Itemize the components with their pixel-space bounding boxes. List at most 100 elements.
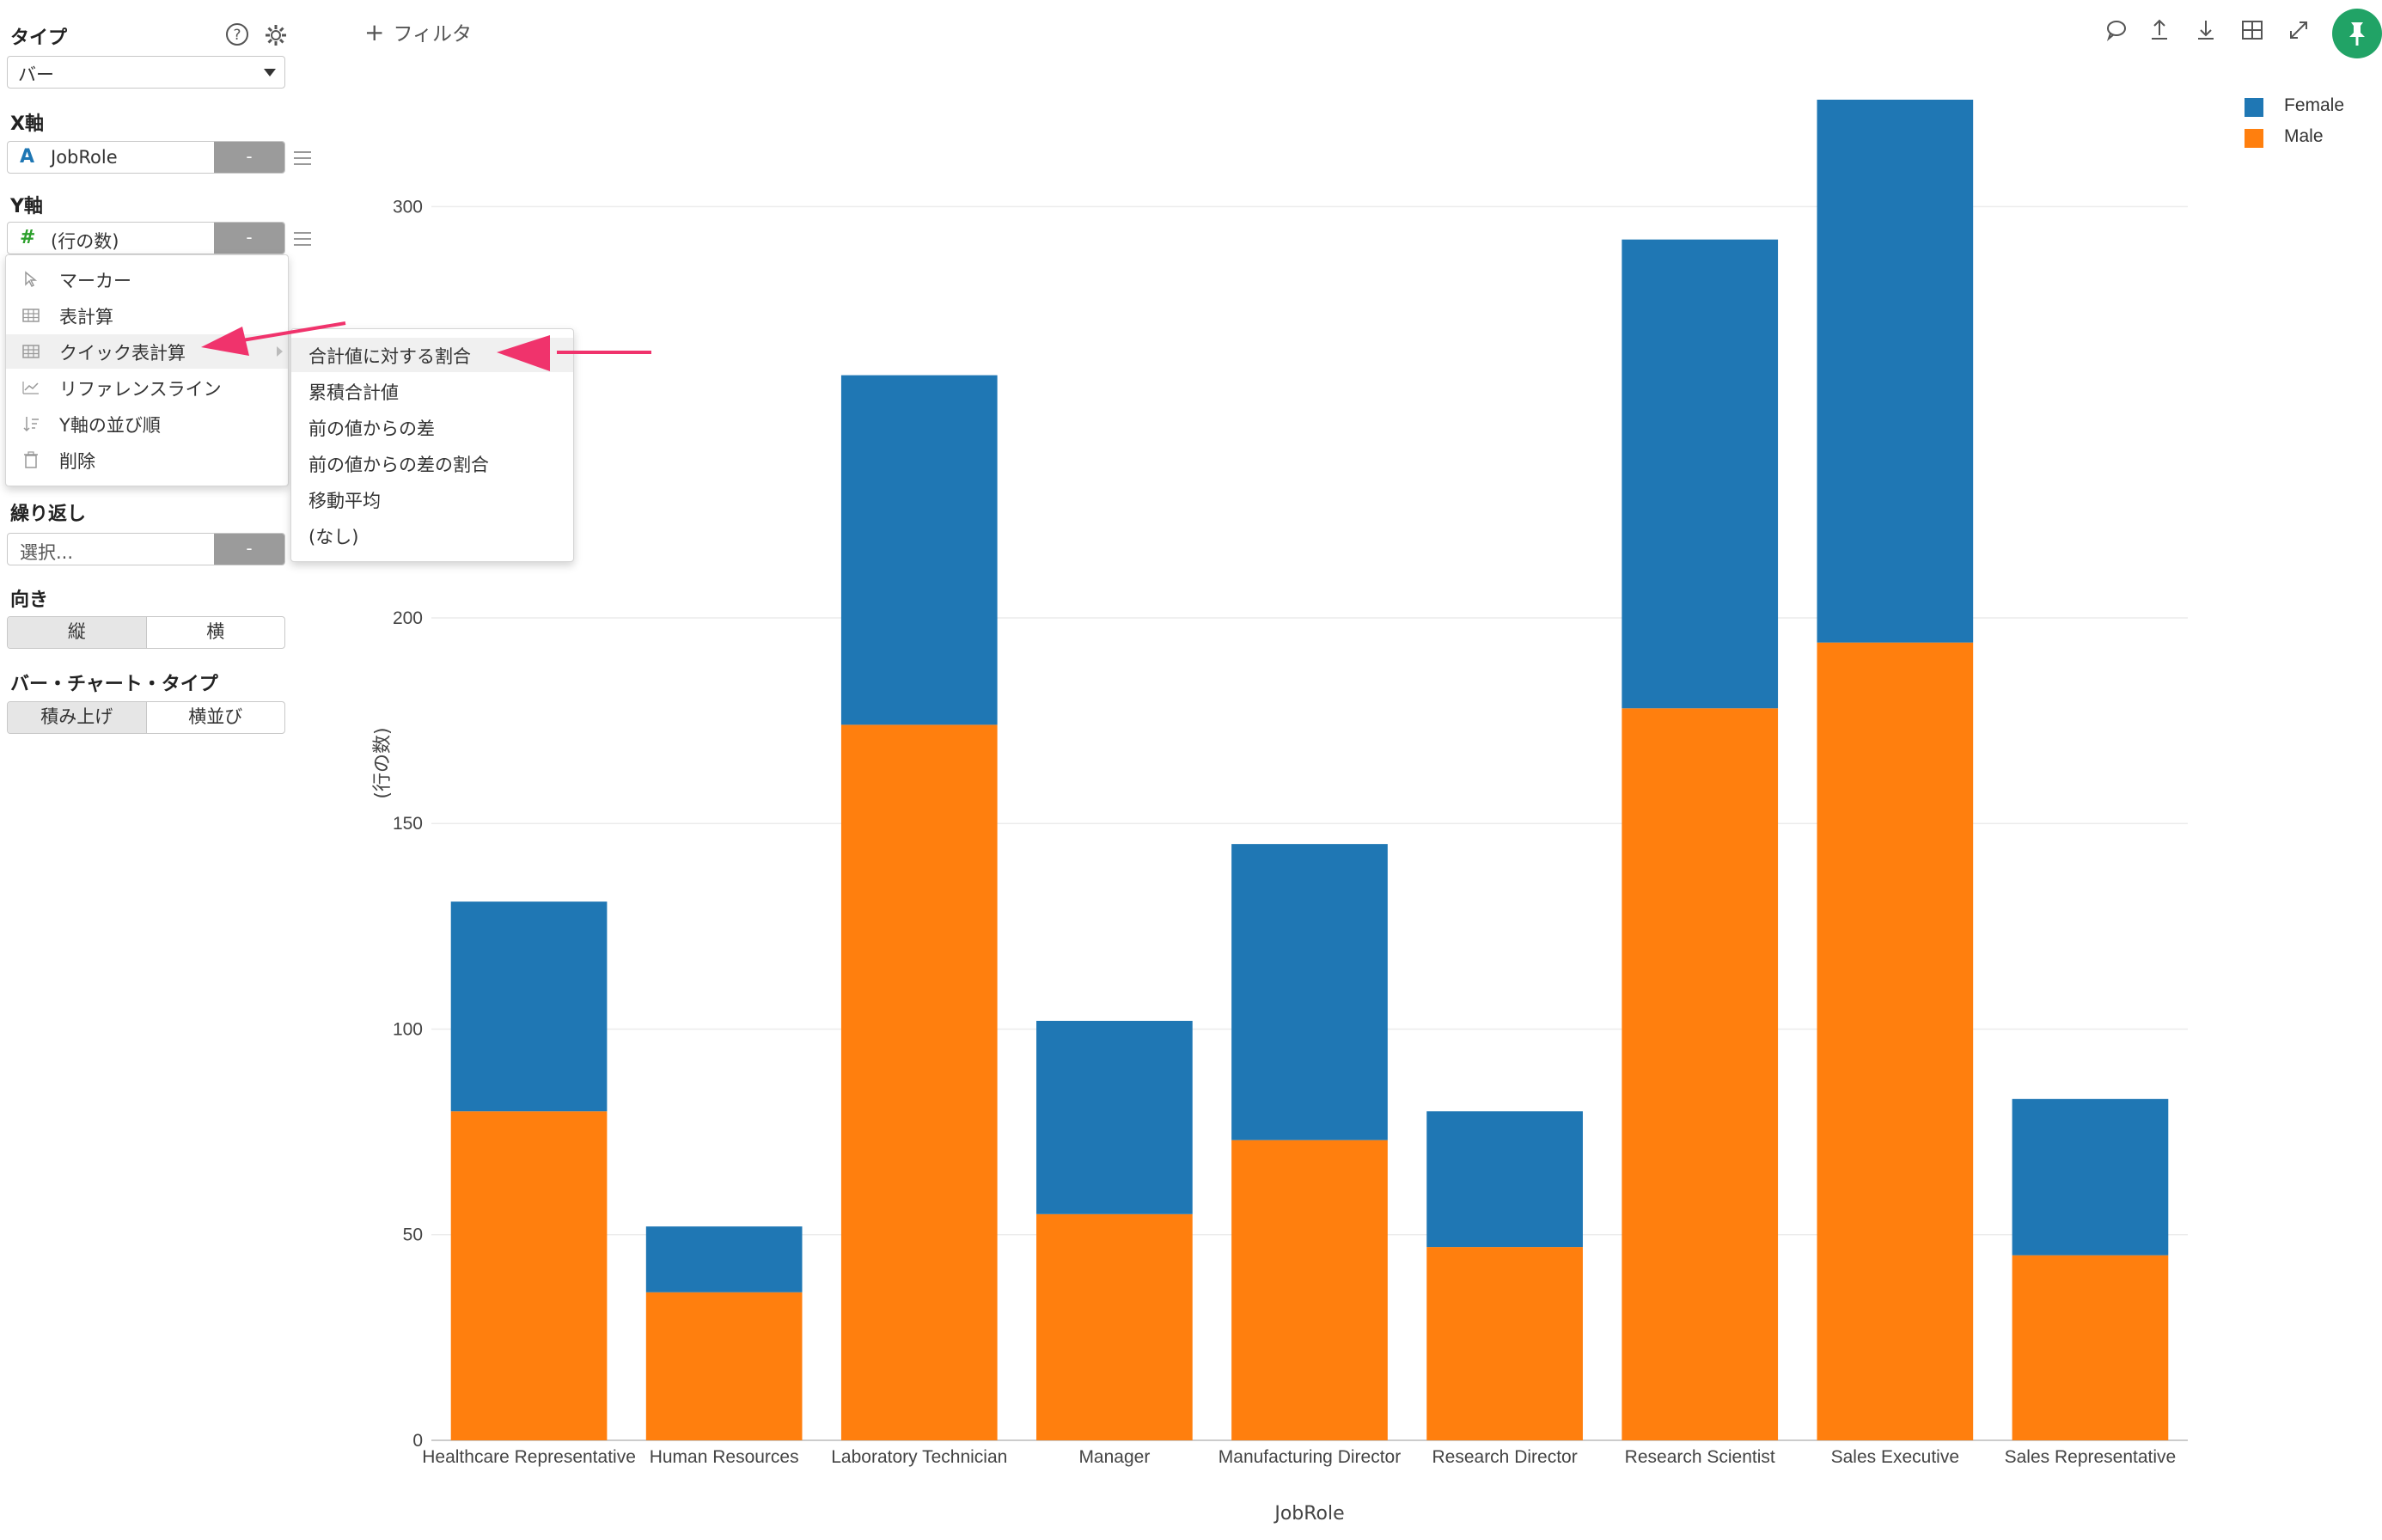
number-type-icon: # (20, 227, 36, 248)
table-icon (22, 345, 40, 358)
y-axis-label: Y軸 (10, 196, 43, 217)
bar-male[interactable] (1036, 1213, 1193, 1440)
submenu-item-label: 前の値からの差 (308, 419, 435, 439)
x-axis-field-name: JobRole (51, 147, 118, 168)
bar-female[interactable] (450, 901, 608, 1112)
sidebar: タイプ ? バー X軸 A JobRole - Y軸 # (行の数) - 繰り返… (0, 0, 311, 1540)
orientation-horizontal-button[interactable]: 横 (145, 617, 285, 648)
y-tick-label: 100 (393, 1019, 423, 1039)
filter-label: フィルタ (393, 23, 473, 46)
submenu-item-label: 合計値に対する割合 (308, 346, 471, 367)
download-icon[interactable] (2193, 17, 2219, 43)
submenu-item-moving-average[interactable]: 移動平均 (291, 482, 573, 516)
bar-male[interactable] (1622, 708, 1779, 1440)
legend-swatch-male (2245, 129, 2263, 148)
orientation-label: 向き (10, 590, 49, 611)
y-tick-label: 0 (412, 1431, 423, 1451)
x-tick-label: Laboratory Technician (831, 1447, 1007, 1467)
pin-icon (2349, 22, 2365, 46)
cursor-icon (25, 271, 38, 288)
y-tick-label: 300 (393, 197, 423, 217)
submenu-item-label: 移動平均 (308, 491, 381, 511)
x-tick-label: Human Resources (650, 1447, 799, 1467)
sort-icon (23, 417, 39, 432)
orientation-toggle: 縦 横 (7, 616, 285, 649)
chart-type-select[interactable]: バー (7, 56, 285, 89)
y-axis-title: (行の数) (372, 727, 394, 798)
table-view-icon[interactable] (2239, 17, 2265, 43)
orientation-vertical-button[interactable]: 縦 (8, 617, 146, 648)
menu-item-table-calc[interactable]: 表計算 (6, 298, 288, 333)
bar-male[interactable] (2012, 1255, 2169, 1440)
x-axis-field[interactable]: A JobRole - (7, 141, 285, 174)
bar-female[interactable] (1231, 844, 1388, 1140)
chevron-right-icon (277, 346, 283, 357)
menu-item-label: 表計算 (59, 307, 113, 327)
menu-item-label: マーカー (59, 271, 131, 291)
side-by-side-button[interactable]: 横並び (145, 702, 285, 733)
menu-item-label: Y軸の並び順 (59, 415, 161, 436)
bar-male[interactable] (1231, 1140, 1388, 1440)
menu-item-delete[interactable]: 削除 (6, 443, 288, 477)
x-tick-label: Research Scientist (1625, 1447, 1775, 1467)
menu-item-label: 削除 (59, 451, 95, 472)
submenu-item-none[interactable]: (なし) (291, 518, 573, 553)
menu-item-marker[interactable]: マーカー (6, 262, 288, 296)
submenu-item-difference[interactable]: 前の値からの差 (291, 410, 573, 444)
x-tick-label: Research Director (1432, 1447, 1577, 1467)
bar-chart-type-toggle: 積み上げ 横並び (7, 701, 285, 734)
bar-male[interactable] (840, 724, 998, 1440)
bar-female[interactable] (2012, 1098, 2169, 1256)
submenu-item-percent-difference[interactable]: 前の値からの差の割合 (291, 446, 573, 480)
legend-label-female: Female (2284, 95, 2345, 115)
y-axis-remove-button[interactable]: - (214, 223, 284, 254)
y-axis-field-name: (行の数) (51, 231, 119, 252)
bar-female[interactable] (1036, 1020, 1193, 1214)
repeat-field[interactable]: 選択... - (7, 533, 285, 565)
stacked-button[interactable]: 積み上げ (8, 702, 146, 733)
bar-female[interactable] (1426, 1111, 1583, 1248)
upload-icon[interactable] (2147, 17, 2172, 43)
y-tick-label: 200 (393, 608, 423, 628)
add-filter-button[interactable]: + フィルタ (364, 17, 472, 46)
submenu-item-label: 前の値からの差の割合 (308, 455, 489, 475)
submenu-item-running-total[interactable]: 累積合計値 (291, 374, 573, 408)
menu-item-label: リファレンスライン (59, 379, 222, 400)
pin-button[interactable] (2332, 9, 2382, 58)
y-tick-label: 150 (393, 814, 423, 834)
x-tick-label: Sales Executive (1831, 1447, 1959, 1467)
bar-male[interactable] (1426, 1247, 1583, 1440)
plus-icon: + (364, 18, 385, 46)
x-axis-menu-icon[interactable] (294, 151, 311, 165)
menu-item-label: クイック表計算 (59, 343, 186, 364)
legend-label-male: Male (2284, 126, 2324, 146)
type-label: タイプ (10, 28, 68, 49)
text-type-icon: A (20, 146, 35, 168)
y-axis-field[interactable]: # (行の数) - (7, 222, 285, 254)
repeat-remove-button[interactable]: - (214, 534, 284, 565)
y-tick-label: 50 (403, 1225, 423, 1245)
bar-male[interactable] (1817, 642, 1974, 1440)
x-axis-label: X軸 (10, 113, 44, 135)
bar-female[interactable] (840, 375, 998, 725)
line-chart-icon (22, 382, 39, 394)
chevron-down-icon (264, 69, 276, 76)
bar-male[interactable] (450, 1111, 608, 1440)
menu-item-reference-line[interactable]: リファレンスライン (6, 370, 288, 405)
bar-male[interactable] (645, 1292, 803, 1440)
help-icon[interactable]: ? (225, 22, 249, 46)
trash-icon (24, 451, 38, 468)
bar-female[interactable] (645, 1226, 803, 1292)
expand-icon[interactable] (2286, 17, 2312, 43)
x-axis-remove-button[interactable]: - (214, 142, 284, 173)
x-tick-label: Manufacturing Director (1218, 1447, 1401, 1467)
bar-chart-type-label: バー・チャート・タイプ (10, 674, 218, 695)
gear-icon[interactable] (263, 22, 289, 48)
comment-icon[interactable] (2104, 17, 2129, 43)
menu-item-y-axis-sort[interactable]: Y軸の並び順 (6, 406, 288, 441)
bar-female[interactable] (1817, 100, 1974, 643)
bar-female[interactable] (1622, 239, 1779, 709)
chart-type-value: バー (18, 64, 54, 85)
y-axis-menu-icon[interactable] (294, 232, 311, 246)
x-tick-label: Sales Representative (2005, 1447, 2177, 1467)
